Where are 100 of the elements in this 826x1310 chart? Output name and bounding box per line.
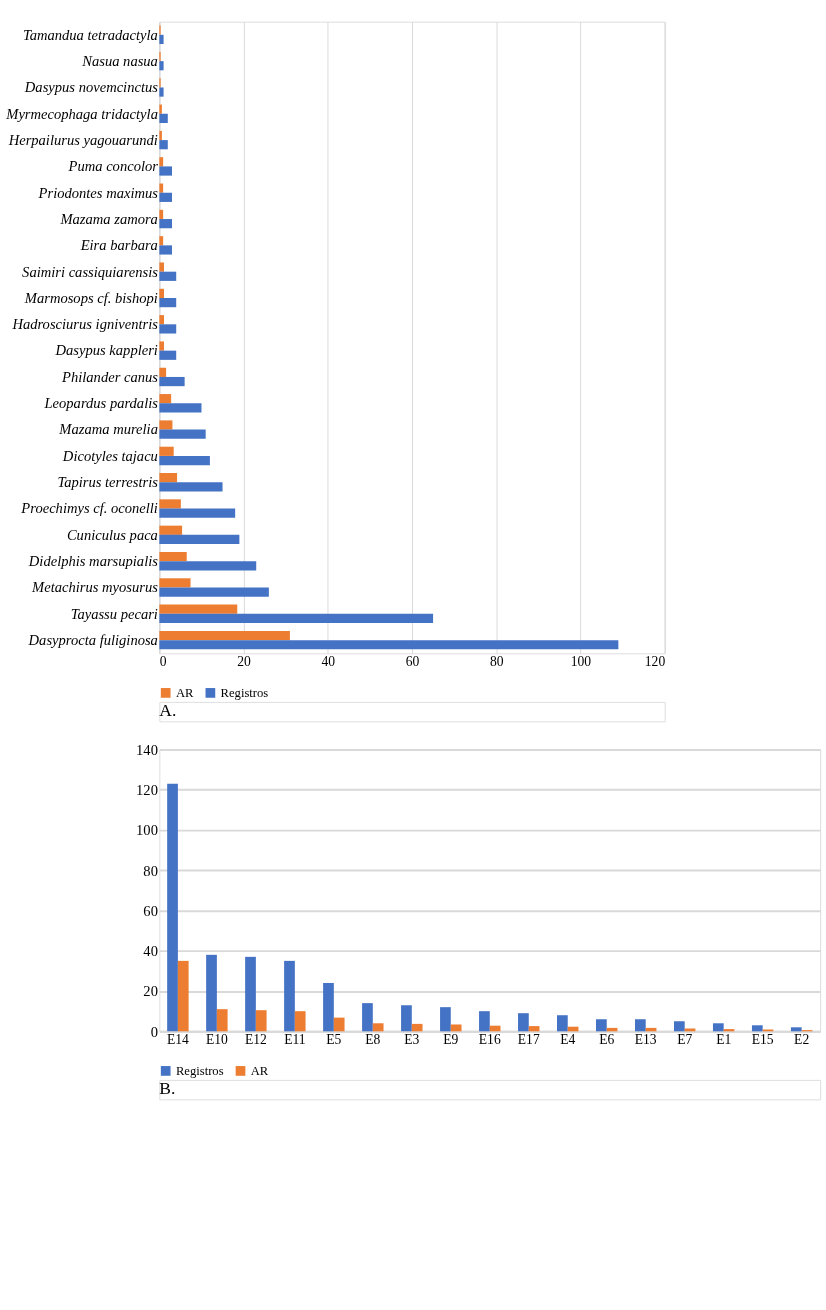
bar — [159, 324, 177, 334]
x-tick-label: E13 — [634, 1032, 657, 1048]
x-tick-label: E6 — [599, 1032, 615, 1048]
y-tick-label: 20 — [143, 983, 158, 1000]
y-tick-label: Nasua nasua — [81, 52, 158, 69]
bar — [159, 604, 238, 614]
bar — [159, 376, 185, 387]
bar — [159, 192, 172, 202]
y-tick-label: 60 — [143, 902, 158, 919]
bar — [167, 783, 178, 1032]
legend-label: AR — [175, 685, 195, 700]
y-tick-label: Mazama murelia — [58, 421, 158, 438]
y-tick-label: Hadrosciurus igniventris — [11, 316, 159, 333]
y-tick-label: Dasyprocta fuliginosa — [27, 632, 158, 648]
bar — [159, 534, 240, 545]
legend-label: Registros — [175, 1063, 224, 1078]
x-tick-label: E4 — [560, 1032, 576, 1048]
y-tick-label: Herpailurus yagouarundi — [7, 131, 158, 148]
bar — [159, 298, 177, 308]
bar — [159, 183, 164, 193]
y-tick-label: Tapirus terrestris — [57, 474, 159, 491]
x-tick-label: E15 — [751, 1032, 774, 1048]
legend-label: AR — [250, 1063, 269, 1078]
bar — [323, 983, 334, 1032]
bar — [751, 1025, 763, 1032]
y-tick-label: 40 — [143, 943, 158, 960]
x-tick-label: E2 — [794, 1032, 810, 1048]
y-tick-label: Priodontes maximus — [37, 184, 159, 201]
x-tick-label: E17 — [517, 1032, 540, 1048]
bar — [159, 236, 164, 246]
bar — [159, 61, 164, 71]
y-tick-label: Saimiri cassiquiarensis — [22, 263, 159, 280]
y-tick-label: Dicotyles tajacu — [61, 447, 158, 464]
y-tick-label: Dasypus novemcinctus — [23, 79, 159, 96]
y-tick-label: Dasypus kappleri — [54, 342, 158, 359]
bar — [712, 1023, 724, 1032]
bar — [159, 166, 172, 176]
bar — [159, 394, 172, 404]
bar — [206, 954, 217, 1032]
bar — [159, 420, 173, 430]
y-tick-label: Cuniculus paca — [66, 526, 158, 543]
y-tick-label: Tayassu pecari — [70, 605, 158, 622]
bar — [479, 1011, 490, 1032]
x-tick-label: E7 — [677, 1032, 693, 1048]
x-tick-label: E16 — [478, 1032, 501, 1048]
bar — [518, 1013, 529, 1032]
legend-label: Registros — [220, 685, 269, 700]
y-tick-label: Marmosops cf. bishopi — [23, 289, 158, 306]
bar — [159, 219, 172, 229]
bar — [255, 1010, 267, 1032]
bar — [411, 1023, 423, 1032]
x-tick-label: E1 — [716, 1032, 732, 1048]
y-tick-label: 120 — [136, 782, 158, 799]
x-tick-label: 120 — [644, 654, 666, 670]
bar — [159, 104, 162, 114]
x-tick-label: E3 — [404, 1032, 420, 1048]
y-tick-label: Didelphis marsupialis — [27, 553, 159, 570]
x-tick-label: E12 — [244, 1032, 268, 1048]
y-tick-label: Eira barbara — [79, 237, 158, 254]
bar — [440, 1007, 451, 1032]
bar — [159, 630, 290, 641]
bar — [159, 140, 168, 150]
bar — [216, 1009, 228, 1032]
bar — [159, 34, 164, 45]
bar — [362, 1003, 373, 1032]
bar — [401, 1005, 412, 1032]
bar — [294, 1011, 306, 1032]
x-tick-label: 80 — [489, 654, 504, 670]
bar — [159, 455, 210, 466]
bar — [284, 960, 295, 1032]
bar — [159, 499, 181, 509]
bar — [790, 1027, 802, 1032]
text: B. — [159, 1078, 176, 1099]
y-tick-label: Puma concolor — [67, 158, 159, 175]
y-tick-label: Proechimys cf. oconelli — [20, 500, 158, 517]
bar — [159, 578, 191, 588]
bar — [245, 956, 256, 1032]
x-tick-label: 40 — [321, 654, 336, 670]
y-tick-label: Tamandua tetradactyla — [22, 26, 158, 43]
bar — [159, 87, 164, 97]
x-tick-label: E10 — [205, 1032, 229, 1048]
bar — [159, 315, 164, 325]
bar — [159, 403, 202, 413]
bar — [159, 288, 164, 298]
y-tick-label: 140 — [136, 741, 158, 758]
bar — [159, 157, 164, 167]
bar — [159, 113, 168, 123]
y-tick-label: Myrmecophaga tridactyla — [5, 105, 158, 122]
y-tick-label: Mazama zamora — [59, 210, 158, 227]
bar — [159, 429, 206, 439]
bar — [159, 640, 619, 650]
bar — [159, 551, 187, 562]
bar — [159, 341, 164, 351]
x-tick-label: 100 — [570, 654, 592, 670]
bar — [159, 473, 178, 483]
y-tick-label: Metachirus myosurus — [31, 579, 159, 596]
text: A. — [159, 700, 177, 721]
x-tick-label: E11 — [284, 1032, 306, 1048]
bar — [159, 613, 434, 624]
bar — [596, 1019, 607, 1032]
